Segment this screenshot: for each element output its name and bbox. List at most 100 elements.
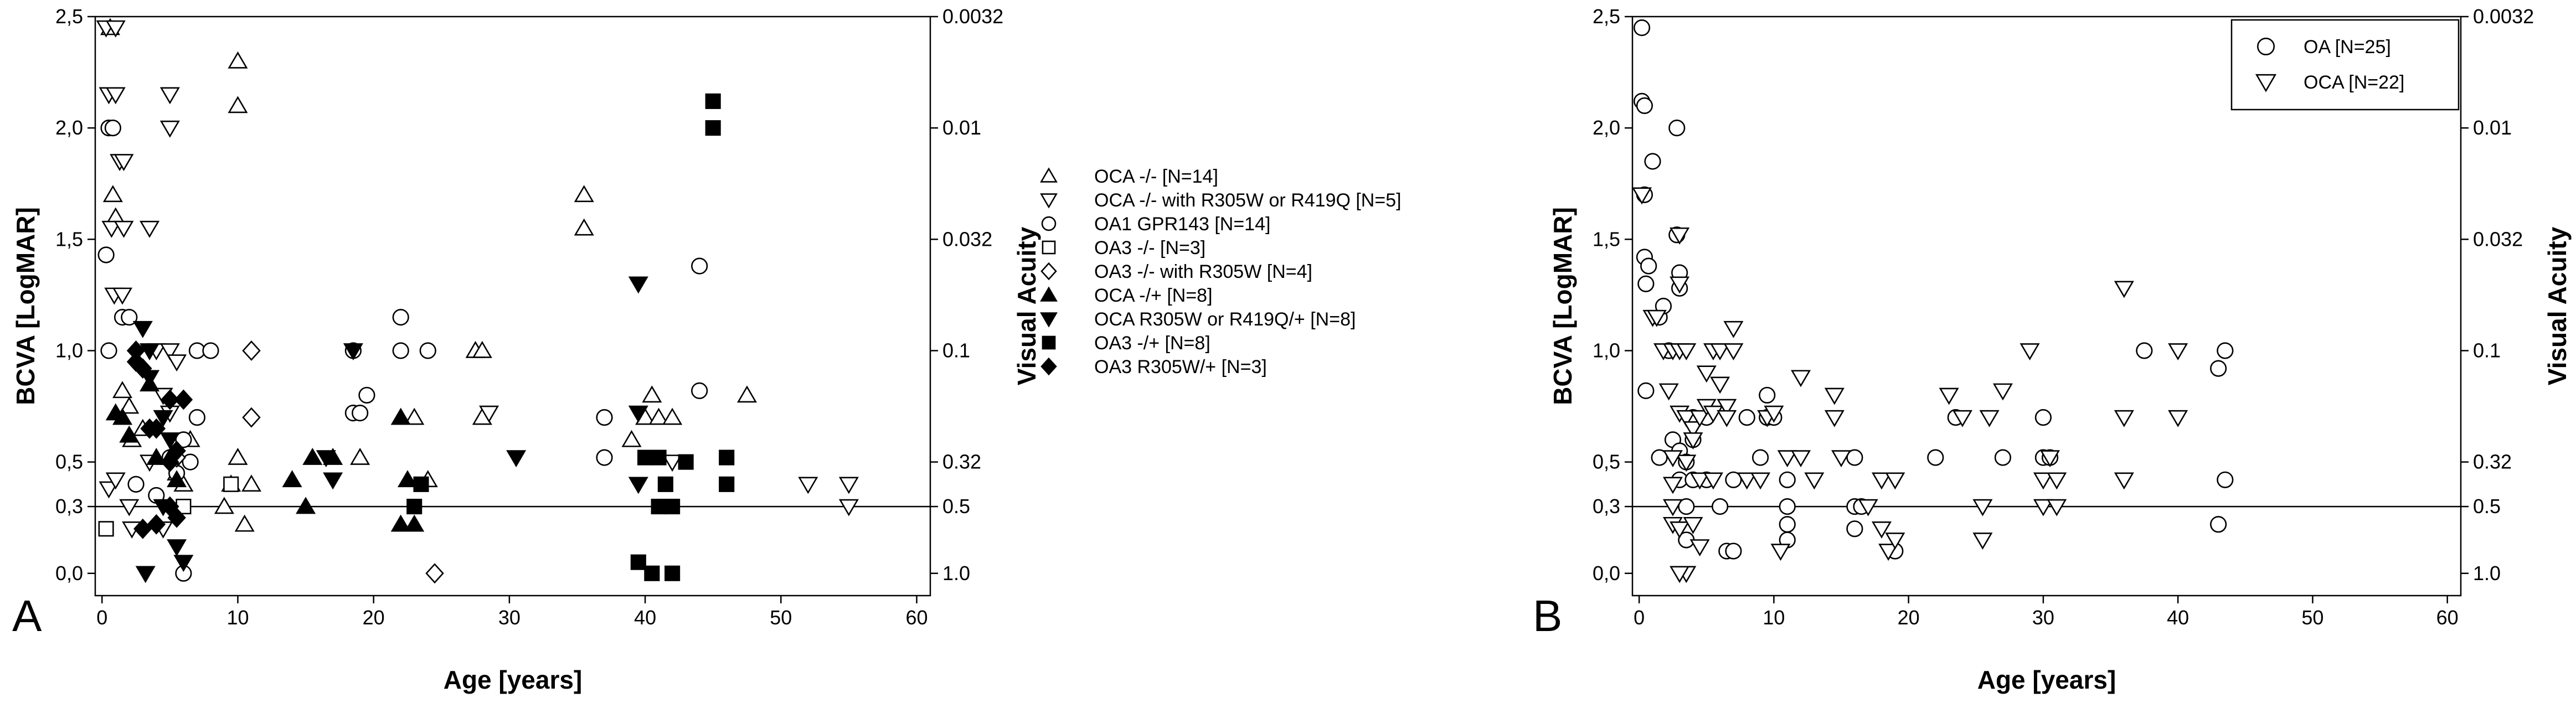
data-point [101,220,122,238]
data-point [2217,342,2234,359]
data-point [1717,399,1737,416]
y-right-tick-label: 0.1 [2473,339,2501,361]
data-point [1770,544,1791,561]
data-point [1952,410,1972,427]
data-point [1878,544,1899,561]
data-point [105,472,126,490]
y-right-tick-label: 0.0032 [2473,5,2534,28]
y-axis-label: BCVA [LogMAR] [11,207,40,405]
data-point [662,454,683,472]
data-point [628,477,648,494]
y-tick-label: 2,5 [1593,5,1620,28]
data-point [392,342,409,359]
data-point [1824,410,1845,427]
data-point [1939,387,1959,405]
x-tick-label: 50 [2301,606,2323,629]
y-tick-label: 2,0 [55,116,83,139]
data-point [1676,454,1697,472]
data-point [479,405,499,423]
data-point [1804,472,1825,490]
data-point [630,554,646,570]
y-right-tick-label: 0.0032 [942,5,1003,28]
data-point [472,340,492,358]
x-tick-label: 60 [905,606,928,629]
data-point [648,407,669,425]
legend-label: OA3 R305W/+ [N=3] [1094,356,1267,378]
data-point [2114,281,2134,298]
legend-label: OA3 -/+ [N=8] [1094,333,1210,354]
legend-marker [1040,262,1057,281]
plot-frame [1631,15,2462,597]
x-tick-label: 40 [634,606,656,629]
data-point [1710,376,1730,394]
legend-marker [1040,286,1058,302]
data-point [112,381,133,399]
data-point [651,499,667,515]
data-point [99,481,119,499]
data-point [167,470,187,488]
data-point [574,218,594,236]
data-point [1738,409,1755,426]
data-point [574,185,594,203]
data-point [1723,321,1744,338]
legend-box [2230,19,2460,111]
data-point [1972,533,1993,550]
data-point [392,309,409,326]
data-point [119,499,140,516]
data-point [323,472,343,490]
data-point [1683,516,1703,534]
data-point [119,425,140,443]
legend-label: OCA -/- with R305W or R419Q [N=5] [1094,190,1402,211]
data-point [642,385,662,403]
data-point [1779,516,1796,533]
data-point [1979,410,2000,427]
data-point [1824,387,1845,405]
legend-marker [1040,357,1057,376]
x-tick-label: 30 [2032,606,2054,629]
data-point [1992,383,2013,401]
data-point [838,477,859,494]
x-tick-label: 10 [226,606,249,629]
y-tick-label: 0,5 [1593,451,1620,473]
x-tick-label: 0 [1634,606,1645,629]
data-point [159,343,180,361]
y-right-tick-label: 0.032 [942,228,992,250]
data-point [1632,187,1652,205]
data-point [1644,153,1661,170]
data-point [691,257,708,275]
data-point [282,470,302,488]
y-tick-label: 2,5 [55,5,83,28]
x-axis-label: Age [years] [444,665,583,694]
data-point [1633,19,1651,37]
data-point [133,358,152,379]
data-point [2217,471,2234,488]
data-point [2168,410,2188,427]
y-tick-label: 0,5 [55,451,83,473]
data-point [506,450,527,468]
data-point [1710,343,1730,361]
data-point [406,499,423,515]
data-point [1872,472,1892,490]
data-point [112,407,133,425]
x-axis-label: Age [years] [1977,665,2116,694]
data-point [2019,343,2040,361]
panel-b-chart: 0,0 0,3 0,5 1,0 1,5 2,0 2,5 0.0032 0.01 0.032 0.1 0… [1533,5,2572,694]
data-point [390,407,411,425]
data-point [167,441,186,461]
y-tick-label: 2,0 [1593,116,1620,139]
data-point [1712,498,1729,515]
data-point [1872,521,1892,539]
data-point [119,396,140,414]
data-point [1858,499,1878,516]
legend-label: OCA -/+ [N=8] [1094,285,1213,306]
data-point [132,321,153,338]
y-right-tick-label: 0.32 [2473,451,2512,473]
data-point [153,410,173,427]
data-point [1676,410,1697,427]
data-point [1640,257,1657,275]
data-point [100,342,117,359]
data-point [228,447,248,465]
data-point [1831,450,1852,468]
data-point [350,447,370,465]
legend-marker [1042,240,1056,255]
